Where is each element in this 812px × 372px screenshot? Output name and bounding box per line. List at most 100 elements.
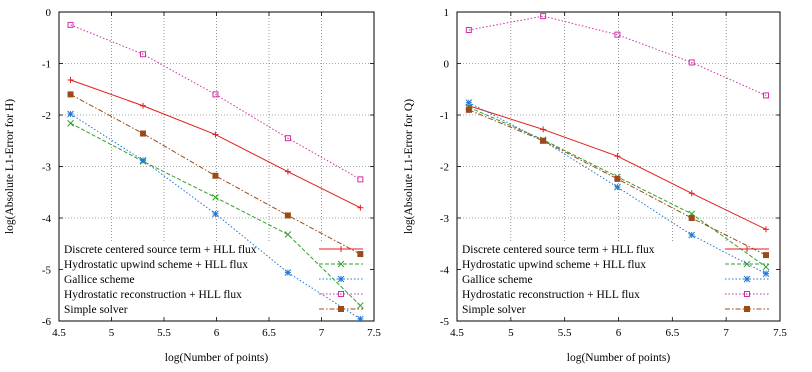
series-5 xyxy=(465,106,770,259)
series-2 xyxy=(67,119,364,309)
data-point xyxy=(762,263,770,271)
legend-marker xyxy=(743,275,751,283)
legend-label: Simple solver xyxy=(462,304,526,316)
legend-marker xyxy=(338,306,344,312)
data-point xyxy=(284,231,292,238)
data-point xyxy=(284,135,291,142)
data-point xyxy=(212,194,219,201)
y-tick-label: 0 xyxy=(444,59,450,71)
data-point xyxy=(67,119,74,127)
series-line xyxy=(468,109,767,256)
legend-label: Gallice scheme xyxy=(462,274,533,286)
y-tick-label: -2 xyxy=(440,162,449,174)
y-tick-label: -3 xyxy=(440,213,450,225)
x-tick-label: 6.5 xyxy=(665,327,679,339)
legend-marker xyxy=(743,260,751,268)
x-tick-label: 4.5 xyxy=(450,327,464,339)
y-tick-label: 1 xyxy=(444,7,450,19)
data-point xyxy=(357,176,364,183)
legend-marker xyxy=(744,291,750,297)
data-point xyxy=(614,175,621,182)
data-point xyxy=(614,31,621,38)
data-point xyxy=(465,99,473,106)
data-point xyxy=(212,210,219,218)
x-axis-label: log(Number of points) xyxy=(165,352,269,364)
series-line xyxy=(70,24,361,180)
x-tick-label: 5 xyxy=(508,327,514,339)
series-line xyxy=(468,105,767,230)
x-tick-label: 6 xyxy=(214,327,220,339)
data-point xyxy=(540,13,547,20)
x-tick-label: 7.5 xyxy=(773,327,787,339)
data-point xyxy=(212,172,219,179)
data-point xyxy=(212,91,219,98)
data-point xyxy=(356,302,364,309)
legend-marker xyxy=(337,260,345,268)
legend: Discrete centered source term + HLL flux… xyxy=(462,244,769,316)
data-point xyxy=(140,51,146,58)
data-point xyxy=(140,130,146,137)
chart-panel-2: 4.5 5 5.5 6 6.5 7 7.5 -5 -4 -3 -2 -1 0 1 log(Number of… xyxy=(403,7,787,364)
y-tick-label: -5 xyxy=(42,265,52,277)
data-point xyxy=(540,137,547,144)
series-line xyxy=(468,102,767,275)
y-tick-label: -2 xyxy=(42,110,51,122)
x-tick-label: 6.5 xyxy=(262,327,276,339)
legend-label: Gallice scheme xyxy=(64,274,135,286)
legend-marker xyxy=(744,306,750,312)
series-line xyxy=(70,79,361,209)
series-line xyxy=(70,93,361,255)
x-tick-label: 6 xyxy=(616,327,622,339)
data-point xyxy=(465,106,472,113)
legend-label: Simple solver xyxy=(64,304,128,316)
legend-marker xyxy=(338,291,344,297)
y-tick-label: -6 xyxy=(42,316,52,328)
x-tick-label: 4.5 xyxy=(52,327,66,339)
data-point xyxy=(357,251,364,258)
data-point xyxy=(688,59,695,66)
legend: Discrete centered source term + HLL flux… xyxy=(64,244,363,316)
y-tick-label: -1 xyxy=(42,59,51,71)
data-point xyxy=(763,252,770,259)
y-tick-label: 0 xyxy=(46,7,52,19)
legend-marker xyxy=(337,275,345,283)
plot-frame xyxy=(58,11,375,322)
data-point xyxy=(614,183,621,191)
data-point xyxy=(67,110,74,118)
plot-frame xyxy=(456,11,781,322)
data-point xyxy=(67,21,74,28)
y-tick-label: -4 xyxy=(42,213,52,225)
x-tick-label: 7.5 xyxy=(367,327,381,339)
x-axis-label: log(Number of points) xyxy=(567,352,671,364)
y-tick-label: -3 xyxy=(42,162,52,174)
data-point xyxy=(688,215,695,221)
legend-label: Hydrostatic upwind scheme + HLL flux xyxy=(64,259,248,271)
data-point xyxy=(356,315,364,323)
series-line xyxy=(468,15,767,96)
series-1 xyxy=(67,76,364,211)
x-tick-label: 5.5 xyxy=(157,327,171,339)
legend-label: Hydrostatic reconstruction + HLL flux xyxy=(462,289,640,301)
data-point xyxy=(688,231,696,239)
y-tick-label: -5 xyxy=(440,316,450,328)
data-point xyxy=(67,91,74,98)
legend-label: Hydrostatic upwind scheme + HLL flux xyxy=(462,259,646,271)
x-tick-label: 7 xyxy=(319,327,325,339)
data-point xyxy=(465,27,472,34)
legend-label: Discrete centered source term + HLL flux xyxy=(462,244,655,256)
y-tick-label: -1 xyxy=(440,110,449,122)
y-axis-label: log(Absolute L1-Error for H) xyxy=(4,99,16,234)
data-point xyxy=(763,92,770,99)
data-point xyxy=(139,156,147,164)
data-point xyxy=(284,212,291,219)
legend-label: Discrete centered source term + HLL flux xyxy=(64,244,257,256)
series-3 xyxy=(67,110,364,323)
series-4 xyxy=(67,21,364,183)
x-tick-label: 5.5 xyxy=(558,327,572,339)
data-point xyxy=(284,269,292,276)
data-point xyxy=(762,270,770,277)
chart-panel-1: 4.5 5 5.5 6 6.5 7 7.5 -6 -5 -4 -3 -2 -1 0 log(Number o… xyxy=(4,7,381,364)
y-tick-label: -4 xyxy=(440,265,450,277)
x-tick-label: 7 xyxy=(723,327,729,339)
x-tick-label: 5 xyxy=(109,327,115,339)
